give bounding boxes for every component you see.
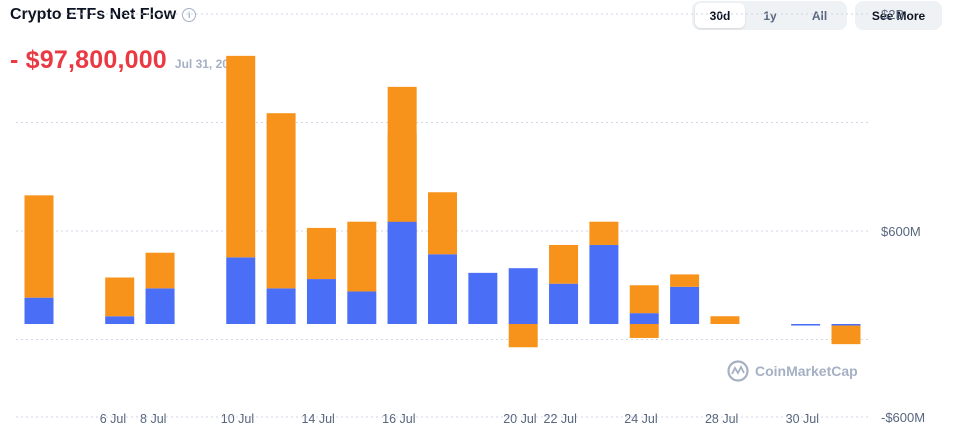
- x-axis: 6 Jul 8 Jul 10 Jul 14 Jul 16 Jul 20 Jul 22 Jul…: [100, 412, 819, 426]
- bar-segment-blue[interactable]: [468, 272, 498, 324]
- bar-segment-orange-negative[interactable]: [831, 325, 861, 345]
- bar-segment-orange[interactable]: [387, 133, 417, 222]
- bar-segment-orange-negative[interactable]: [508, 324, 538, 348]
- bar-segment-blue[interactable]: [387, 221, 417, 324]
- x-tick-label: 20 Jul: [503, 412, 536, 426]
- range-tab-1y[interactable]: 1y: [763, 8, 777, 23]
- bars[interactable]: [24, 55, 861, 348]
- bar-segment-blue[interactable]: [589, 244, 619, 324]
- bar-segment-blue[interactable]: [266, 288, 296, 324]
- bar-segment-blue[interactable]: [629, 313, 659, 324]
- x-tick-label: 8 Jul: [140, 412, 166, 426]
- time-range-selector: 30d 1y All: [692, 1, 847, 30]
- range-tab-all[interactable]: All: [811, 8, 828, 23]
- bar-segment-orange[interactable]: [105, 277, 135, 317]
- bar-segment-orange[interactable]: [226, 55, 256, 258]
- bar-segment-orange[interactable]: [145, 252, 175, 289]
- coinmarketcap-watermark: CoinMarketCap: [727, 360, 858, 382]
- bar-segment-blue-negative[interactable]: [791, 324, 821, 326]
- x-tick-label: 24 Jul: [624, 412, 657, 426]
- bar-segment-blue-negative[interactable]: [831, 324, 861, 326]
- bar-segment-blue[interactable]: [508, 268, 538, 324]
- bar-segment-orange[interactable]: [629, 285, 659, 314]
- x-tick-label: 28 Jul: [705, 412, 738, 426]
- coinmarketcap-logo-icon: [727, 360, 749, 382]
- y-axis: $2B $600M -$600M: [881, 7, 925, 425]
- net-flow-value: - $97,800,000: [10, 46, 167, 74]
- bar-segment-blue[interactable]: [428, 254, 457, 324]
- net-flow-date: Jul 31, 2025: [174, 57, 243, 71]
- coinmarketcap-logo-mark: [731, 364, 745, 375]
- bar-segment-orange[interactable]: [428, 192, 457, 255]
- x-tick-label: 10 Jul: [221, 412, 254, 426]
- bar-segment-orange[interactable]: [710, 316, 740, 324]
- bar-segment-blue[interactable]: [670, 286, 700, 324]
- x-tick-label: 22 Jul: [544, 412, 577, 426]
- x-tick-label: 6 Jul: [100, 412, 126, 426]
- bar-segment-orange[interactable]: [24, 195, 54, 298]
- bar-segment-orange[interactable]: [347, 221, 377, 292]
- bar-segment-blue[interactable]: [105, 316, 135, 324]
- bar-segment-orange[interactable]: [670, 274, 700, 287]
- chart-header: Crypto ETFs Net Flow i: [10, 6, 197, 24]
- bar-segment-orange-negative[interactable]: [629, 324, 659, 338]
- info-icon[interactable]: i: [182, 8, 197, 22]
- bar-segment-blue[interactable]: [24, 297, 54, 324]
- y-tick-label: $2B: [881, 7, 904, 22]
- y-tick-label: $600M: [881, 224, 921, 239]
- watermark-text: CoinMarketCap: [755, 363, 858, 379]
- y-tick-label: -$600M: [881, 410, 925, 425]
- x-tick-label: 30 Jul: [786, 412, 819, 426]
- bar-segment-blue[interactable]: [549, 283, 579, 324]
- current-value-row: - $97,800,000 Jul 31, 2025: [10, 46, 242, 75]
- bar-segment-blue[interactable]: [145, 288, 175, 324]
- range-tab-30d[interactable]: 30d: [695, 3, 745, 28]
- x-tick-label: 14 Jul: [301, 412, 334, 426]
- bar-segment-orange[interactable]: [306, 227, 336, 280]
- bar-segment-orange[interactable]: [549, 244, 579, 284]
- bar-segment-blue[interactable]: [226, 257, 256, 324]
- bar-segment-blue[interactable]: [306, 279, 336, 324]
- bar-segment-blue[interactable]: [347, 291, 377, 324]
- see-more-button[interactable]: See More: [855, 1, 942, 30]
- bar-segment-orange[interactable]: [589, 221, 619, 245]
- x-tick-label: 16 Jul: [382, 412, 415, 426]
- chart-title: Crypto ETFs Net Flow: [10, 6, 177, 23]
- bar-segment-orange[interactable]: [266, 113, 296, 289]
